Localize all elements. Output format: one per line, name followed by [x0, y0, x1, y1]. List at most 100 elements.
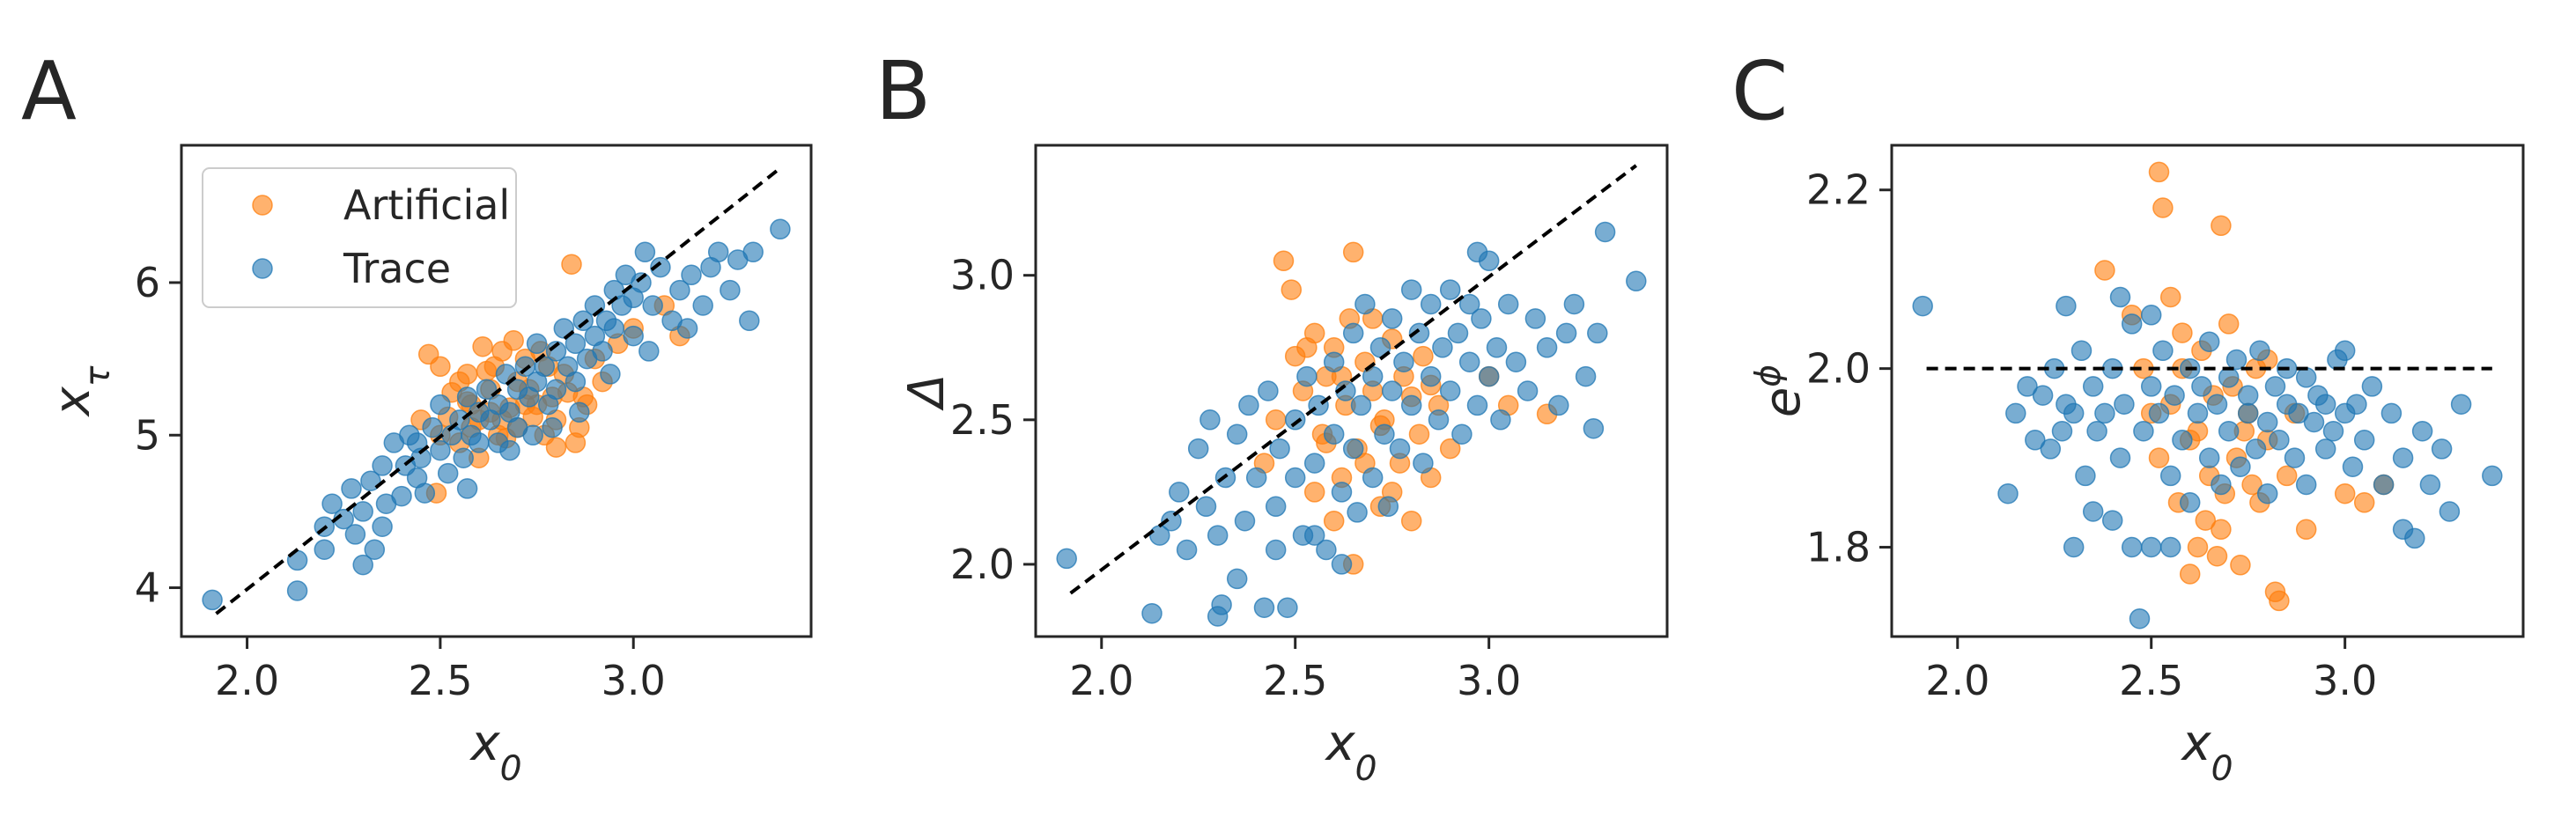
point-trace [1536, 337, 1558, 358]
point-trace [2179, 492, 2201, 513]
point-trace [1912, 295, 1933, 317]
point-trace [2056, 295, 2077, 317]
panel-b: B 2.0 2.5 3.0 2.0 2.5 3.0 x0 Δ [875, 44, 1669, 789]
point-trace [2063, 536, 2085, 558]
x-tick-label: 2.0 [1069, 657, 1133, 704]
point-trace [2361, 376, 2383, 397]
point-trace [2218, 367, 2240, 388]
point-trace [1439, 380, 1461, 401]
point-trace [720, 279, 741, 301]
point-trace [2334, 340, 2356, 362]
point-trace [406, 432, 428, 453]
point-artificial [503, 330, 524, 351]
x-tick-label: 2.5 [2119, 657, 2183, 704]
point-trace [2392, 519, 2414, 541]
point-trace [1408, 322, 1430, 344]
y-tick-label: 3.0 [950, 252, 1015, 299]
point-trace [2256, 482, 2278, 504]
point-trace [2342, 456, 2364, 477]
x-tick-label: 3.0 [1457, 657, 1521, 704]
point-trace [2346, 394, 2367, 415]
legend-label-trace: Trace [343, 245, 451, 292]
point-trace [692, 295, 713, 316]
point-trace [1447, 322, 1469, 344]
point-artificial [2159, 286, 2181, 308]
point-artificial [2094, 260, 2115, 281]
point-trace [1517, 380, 1539, 401]
point-trace [681, 264, 702, 286]
point-trace [534, 356, 556, 378]
point-trace [1389, 438, 1411, 460]
legend-marker-artificial [252, 195, 273, 216]
point-trace [286, 580, 308, 601]
panel-letter: B [875, 44, 931, 138]
point-trace [1296, 365, 1318, 387]
point-trace [2172, 430, 2193, 451]
point-trace [2392, 447, 2414, 468]
point-trace [2284, 447, 2306, 468]
x-axis-label: x0 [469, 715, 521, 789]
point-artificial [1439, 438, 1461, 460]
point-trace [1238, 394, 1259, 416]
point-trace [1381, 380, 1403, 401]
point-trace [1393, 351, 1414, 372]
point-artificial [2353, 492, 2375, 513]
point-trace [1141, 602, 1163, 624]
point-trace [364, 539, 386, 560]
point-trace [600, 364, 621, 385]
point-artificial [430, 356, 451, 378]
point-trace [669, 279, 690, 301]
point-trace [2070, 340, 2093, 362]
point-artificial [2187, 536, 2209, 558]
point-trace [1199, 409, 1221, 431]
point-trace [2482, 465, 2503, 487]
point-trace [1303, 525, 1325, 546]
point-trace [2198, 447, 2220, 468]
point-trace [2159, 536, 2181, 558]
x-tick-label: 2.5 [1263, 657, 1327, 704]
point-artificial [1342, 241, 1364, 263]
point-trace [631, 272, 652, 293]
point-trace [2148, 402, 2170, 424]
point-trace [2450, 394, 2472, 415]
point-trace [1265, 496, 1287, 518]
point-trace [1458, 351, 1480, 372]
point-artificial [1273, 250, 1295, 272]
point-trace [2411, 420, 2433, 442]
y-tick-label: 2.5 [950, 396, 1015, 444]
point-trace [2295, 474, 2317, 496]
point-trace [1207, 525, 1229, 546]
point-trace [202, 589, 223, 611]
point-artificial [2276, 465, 2298, 487]
point-trace [2288, 402, 2309, 424]
point-trace [2109, 286, 2131, 308]
point-trace [1439, 279, 1461, 300]
point-trace [770, 218, 791, 240]
point-trace [1316, 539, 1337, 561]
point-trace [2109, 447, 2131, 468]
point-artificial [2295, 519, 2317, 541]
point-trace [2237, 385, 2259, 406]
point-artificial [2172, 322, 2193, 343]
point-trace [1234, 510, 1256, 532]
point-trace [1331, 554, 1353, 575]
point-trace [1226, 568, 1248, 590]
point-trace [565, 371, 587, 393]
point-trace [2152, 340, 2174, 362]
point-trace [2101, 510, 2123, 531]
legend-marker-trace [252, 258, 273, 279]
point-trace [422, 416, 443, 438]
point-trace [545, 379, 567, 401]
point-trace [2094, 402, 2115, 424]
legend: Artificial Trace [202, 167, 517, 308]
plot-frame [180, 144, 813, 638]
point-trace [1342, 322, 1364, 344]
point-trace [2218, 420, 2240, 442]
point-trace [603, 318, 625, 339]
point-trace [2164, 385, 2185, 406]
x-tick-label: 2.0 [1925, 657, 1989, 704]
point-trace [414, 482, 436, 504]
legend-box [202, 167, 517, 308]
point-artificial [1413, 345, 1434, 367]
y-tick-label: 2.0 [950, 541, 1015, 588]
